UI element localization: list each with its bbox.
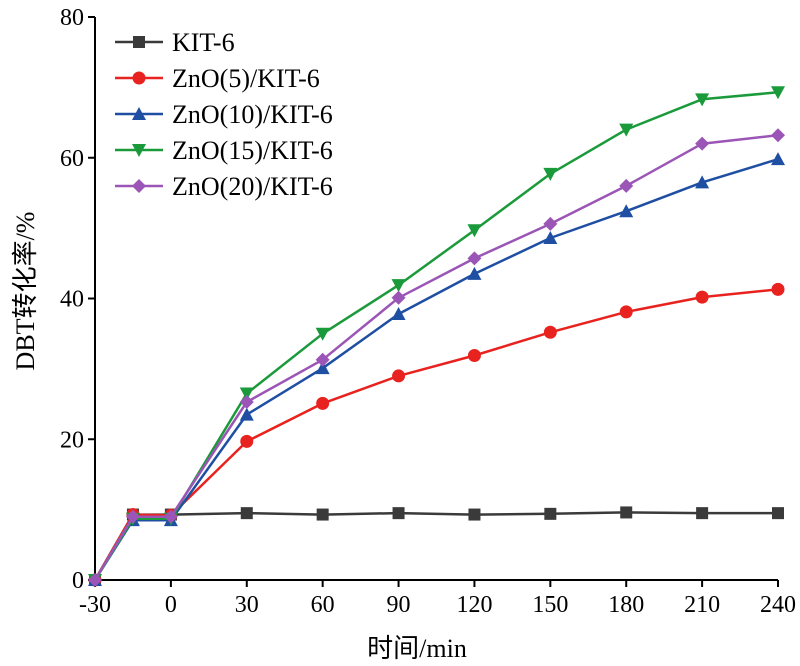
legend-label: ZnO(10)/KIT-6 <box>172 100 333 129</box>
legend-item: ZnO(10)/KIT-6 <box>115 100 333 129</box>
data-point <box>239 407 254 421</box>
y-tick-label: 80 <box>60 5 84 31</box>
x-tick-label: 150 <box>532 592 568 618</box>
data-point <box>771 128 785 143</box>
data-point <box>468 508 481 521</box>
legend-marker <box>132 179 146 193</box>
data-point <box>467 251 482 266</box>
series-line <box>93 288 779 581</box>
series-line <box>93 91 779 581</box>
x-tick-label: 30 <box>235 592 259 618</box>
data-point <box>695 290 709 304</box>
legend-marker <box>132 144 146 157</box>
legend-item: KIT-6 <box>115 28 235 57</box>
data-point <box>543 216 558 231</box>
x-axis-ticks: -30 0 30 60 90 120 150 180 210 240 <box>79 580 796 618</box>
data-point <box>391 279 406 293</box>
data-point <box>239 387 254 401</box>
series-5 <box>88 128 785 587</box>
legend-marker <box>132 71 146 85</box>
legend-marker <box>132 107 146 120</box>
x-tick-label: 60 <box>311 592 335 618</box>
data-point <box>391 306 406 320</box>
x-axis-title: 时间/min <box>367 634 467 663</box>
x-tick-label: 90 <box>387 592 411 618</box>
data-point <box>620 506 633 519</box>
data-point <box>543 167 558 181</box>
x-tick-label: 210 <box>684 592 720 618</box>
data-point <box>316 508 329 521</box>
data-point <box>467 266 482 280</box>
y-tick-label: 60 <box>60 146 84 172</box>
y-tick-label: 20 <box>60 427 84 453</box>
data-point <box>467 349 481 363</box>
data-point <box>696 507 709 520</box>
data-point <box>619 123 634 137</box>
data-point <box>619 178 634 193</box>
data-point <box>543 230 558 244</box>
data-point <box>391 290 406 305</box>
data-point <box>240 507 253 520</box>
data-point <box>392 369 406 383</box>
data-point <box>315 361 330 375</box>
y-axis-ticks: 0 20 40 60 80 <box>60 5 95 594</box>
legend-label: ZnO(20)/KIT-6 <box>172 172 333 201</box>
series-layer <box>88 86 785 587</box>
data-point <box>695 136 710 151</box>
legend-marker <box>133 36 145 48</box>
data-point <box>467 224 482 238</box>
legend: KIT-6 ZnO(5)/KIT-6 ZnO(10)/KIT-6 ZnO(15)/KI… <box>115 28 333 201</box>
data-point <box>619 305 633 319</box>
data-point <box>392 507 405 520</box>
data-point <box>239 394 254 409</box>
data-point <box>125 509 140 524</box>
data-point <box>315 352 330 367</box>
data-point <box>163 509 178 524</box>
data-point <box>88 573 102 587</box>
data-point <box>544 507 557 520</box>
legend-item: ZnO(15)/KIT-6 <box>115 136 333 165</box>
legend-label: ZnO(15)/KIT-6 <box>172 136 333 165</box>
data-point <box>543 325 557 339</box>
x-tick-label: 120 <box>456 592 492 618</box>
series-3 <box>88 152 785 586</box>
x-tick-label: 180 <box>608 592 644 618</box>
x-tick-label: -30 <box>79 592 111 618</box>
legend-label: KIT-6 <box>172 28 235 57</box>
data-point <box>695 93 710 107</box>
legend-item: ZnO(20)/KIT-6 <box>115 172 333 201</box>
data-point <box>316 396 330 410</box>
data-point <box>771 152 785 166</box>
legend-item: ZnO(5)/KIT-6 <box>115 64 320 93</box>
series-2 <box>88 282 785 587</box>
series-line <box>93 158 779 581</box>
data-point <box>772 507 784 520</box>
data-point <box>240 434 254 448</box>
data-point <box>771 282 785 296</box>
data-point <box>695 175 710 189</box>
series-1 <box>89 506 784 586</box>
y-tick-label: 40 <box>60 287 84 313</box>
y-axis-title: DBT转化率/% <box>11 212 40 371</box>
series-line <box>93 511 778 581</box>
data-point <box>619 204 634 218</box>
data-point <box>771 86 785 100</box>
legend-label: ZnO(5)/KIT-6 <box>172 64 320 93</box>
y-tick-label: 0 <box>72 568 84 594</box>
data-point <box>315 327 330 341</box>
x-tick-label: 240 <box>760 592 796 618</box>
x-tick-label: 0 <box>165 592 177 618</box>
